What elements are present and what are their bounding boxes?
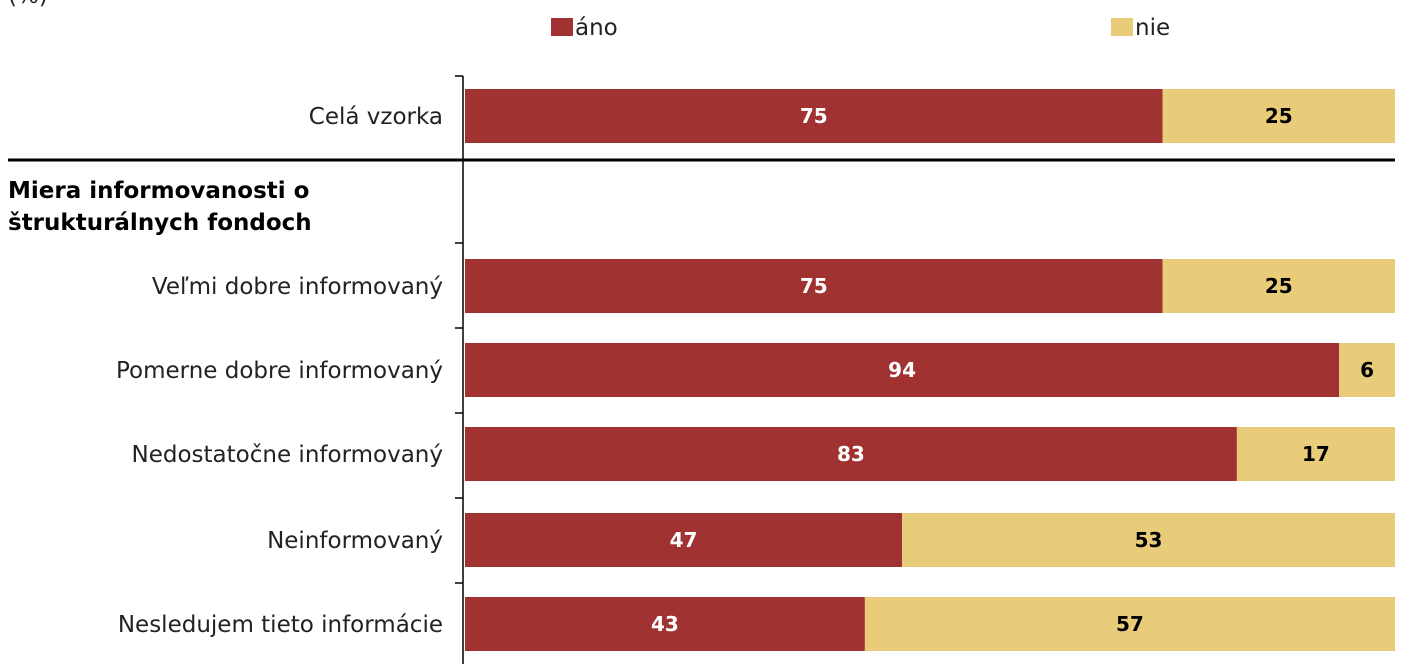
bar-ano [465,259,1163,313]
group-heading-line-1: Miera informovanosti o [8,178,309,204]
bar-ano [465,89,1163,143]
group-heading-line-2: štrukturálnych fondoch [8,210,312,236]
bars: 75 25 75 25 94 6 83 17 47 53 43 57 [465,89,1395,651]
data-label-nie: 53 [1135,528,1163,552]
legend-label-nie: nie [1135,15,1170,41]
bar-nie [1162,259,1395,313]
category-label: Neinformovaný [267,528,443,554]
data-label-ano: 47 [670,528,698,552]
legend: áno nie [551,15,1170,41]
bar-nie [902,513,1395,567]
legend-label-ano: áno [575,15,618,41]
bar-ano [465,343,1340,397]
data-label-ano: 43 [651,612,679,636]
category-label: Celá vzorka [309,104,443,130]
bar-ano [465,597,865,651]
bar-nie [1236,427,1395,481]
legend-swatch-nie [1111,18,1133,36]
data-label-nie: 17 [1302,442,1330,466]
data-label-ano: 75 [800,104,828,128]
axis-ticks [455,75,463,584]
data-label-nie: 25 [1265,104,1293,128]
data-label-ano: 75 [800,274,828,298]
unit-label: (%) [8,0,48,9]
bar-nie [864,597,1395,651]
category-label: Veľmi dobre informovaný [152,274,443,300]
category-label: Nesledujem tieto informácie [118,612,443,638]
data-label-ano: 83 [837,442,865,466]
data-label-nie: 6 [1360,358,1374,382]
bar-nie [1162,89,1395,143]
legend-swatch-ano [551,18,573,36]
bar-ano [465,513,903,567]
data-label-nie: 57 [1116,612,1144,636]
data-label-nie: 25 [1265,274,1293,298]
bar-ano [465,427,1237,481]
data-label-ano: 94 [888,358,916,382]
bar-nie [1339,343,1395,397]
category-labels: Celá vzorka Veľmi dobre informovaný Pomern… [116,104,443,638]
category-label: Nedostatočne informovaný [132,442,443,468]
category-label: Pomerne dobre informovaný [116,358,443,384]
